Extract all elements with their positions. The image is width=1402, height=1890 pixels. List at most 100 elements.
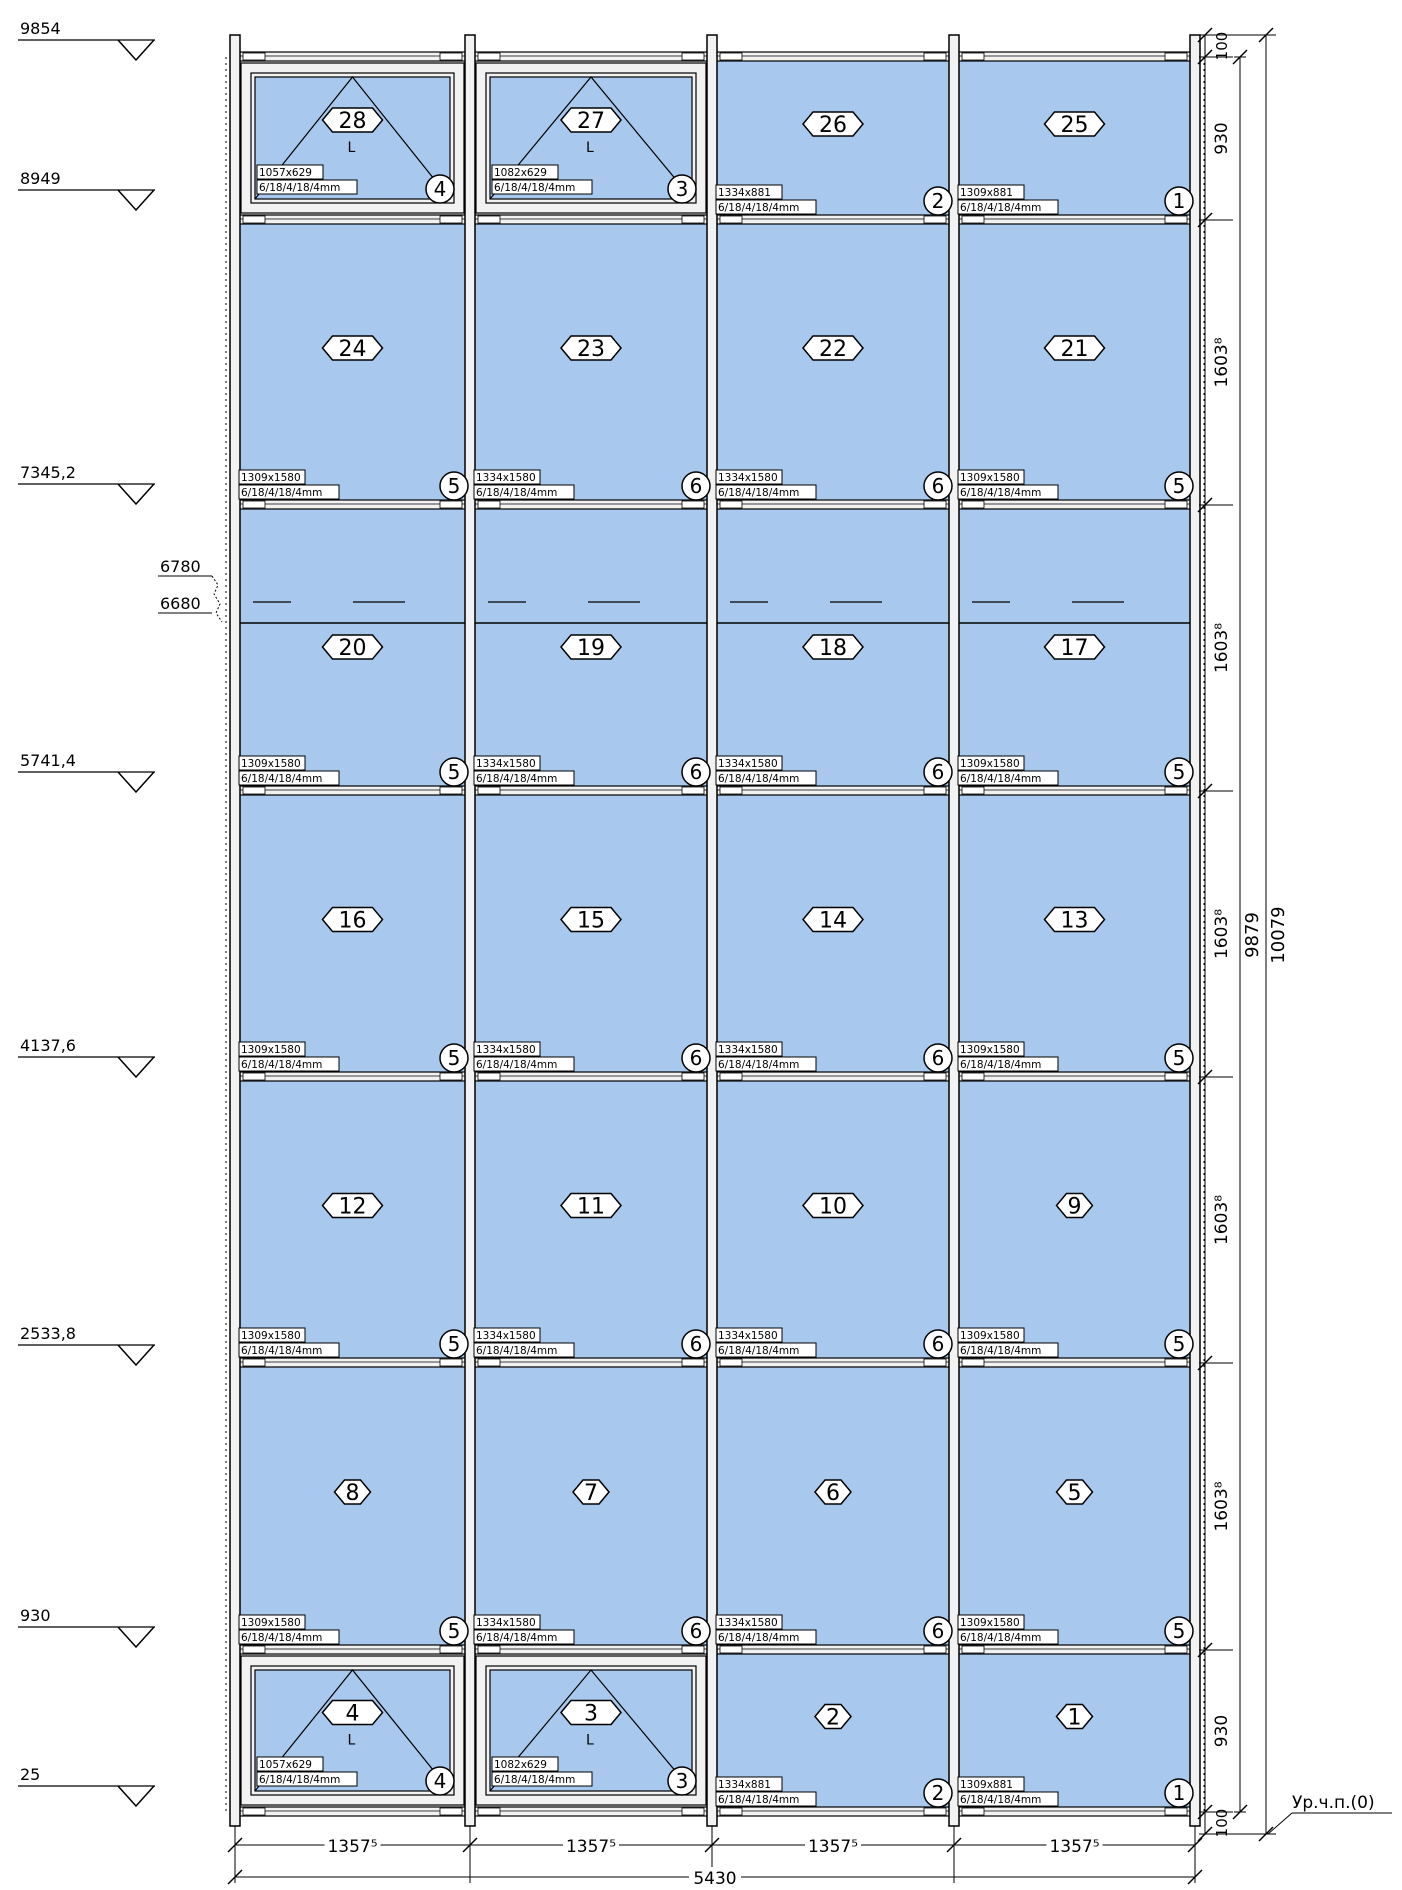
- pane-spec: 6/18/4/18/4mm: [476, 1632, 557, 1644]
- type-circle: [667, 1766, 697, 1796]
- sash-frame-inner: [475, 1655, 707, 1806]
- glass-pane: [236, 1078, 469, 1361]
- frame-layer: [225, 34, 1205, 1827]
- pane-size: 1334x1580: [476, 472, 536, 484]
- spec-box: [238, 484, 340, 500]
- pane-number-hexagon: [321, 1192, 384, 1219]
- type-circle: [681, 471, 711, 501]
- transom-bracket: [681, 52, 705, 61]
- type-circle: [439, 471, 469, 501]
- pane-number: 23: [577, 337, 605, 362]
- transom-bracket: [477, 52, 501, 61]
- pane-size: 1309x1580: [241, 758, 301, 770]
- pane-spec: 6/18/4/18/4mm: [476, 1059, 557, 1071]
- type-number: 5: [1173, 760, 1186, 784]
- dimension-label: 10079: [1268, 906, 1289, 963]
- level-label: 5741,4: [20, 751, 76, 770]
- pane-number-hexagon: [321, 1699, 384, 1726]
- pane-spec: 6/18/4/18/4mm: [960, 1345, 1041, 1357]
- transom-bracket: [1164, 52, 1188, 61]
- glass-pane: [955, 792, 1194, 1075]
- sash-frame-inner: [475, 62, 707, 214]
- glass-pane: [713, 1364, 953, 1648]
- pane-spec: 6/18/4/18/4mm: [718, 773, 799, 785]
- pane-number-hexagon: [321, 906, 384, 933]
- transom-bracket: [681, 1645, 705, 1654]
- size-box: [473, 1614, 541, 1630]
- ground-level-label: Ур.ч.п.(0): [1292, 1793, 1375, 1813]
- pane-size: 1309x881: [960, 187, 1013, 199]
- dimension-label: 1603⁸: [1212, 1481, 1232, 1531]
- type-circle: [923, 1043, 953, 1073]
- transom-bracket: [439, 1358, 463, 1367]
- level-triangle: [117, 189, 155, 212]
- spec-box: [238, 1342, 340, 1358]
- level-label: 2533,8: [20, 1324, 76, 1343]
- transom-bracket: [681, 1807, 705, 1816]
- pane-spec: 6/18/4/18/4mm: [718, 1059, 799, 1071]
- pane-number-hexagon: [1043, 634, 1106, 660]
- pane-spec: 6/18/4/18/4mm: [476, 773, 557, 785]
- glass-pane: [471, 1364, 711, 1648]
- pane-number-hexagon: [814, 1479, 852, 1505]
- transom-bracket: [923, 786, 947, 795]
- transom-bracket: [242, 215, 266, 224]
- transom-bracket: [961, 1358, 985, 1367]
- dimension-label: 5430: [693, 1869, 736, 1889]
- pane-number-hexagon: [560, 634, 622, 660]
- dimension-label: 100: [1213, 1809, 1231, 1838]
- transom-bracket: [439, 786, 463, 795]
- size-box: [715, 184, 783, 200]
- transom-bracket: [961, 1645, 985, 1654]
- transom-bracket: [477, 1358, 501, 1367]
- spec-box: [715, 1342, 817, 1358]
- transom-bracket: [439, 500, 463, 509]
- pane-spec: 6/18/4/18/4mm: [241, 1345, 322, 1357]
- type-circle: [439, 757, 469, 787]
- spec-box: [957, 770, 1059, 786]
- type-number: 5: [448, 1046, 461, 1070]
- type-circle: [923, 471, 953, 501]
- transom-bracket: [923, 215, 947, 224]
- level-label: 930: [20, 1606, 51, 1625]
- pane-number-hexagon: [1043, 111, 1106, 137]
- type-number: 6: [690, 760, 703, 784]
- transom-bracket: [1164, 1807, 1188, 1816]
- pane-spec: 6/18/4/18/4mm: [718, 487, 799, 499]
- pane-number-hexagon: [1043, 335, 1106, 361]
- spec-box: [715, 484, 817, 500]
- dimension-tick: [1187, 1837, 1203, 1853]
- size-box: [715, 1041, 783, 1057]
- transom-bracket: [242, 52, 266, 61]
- type-number: 4: [434, 1769, 447, 1793]
- type-circle: [681, 1043, 711, 1073]
- pane-number: 28: [339, 109, 367, 134]
- spec-box: [957, 199, 1059, 215]
- pane-spec: 6/18/4/18/4mm: [259, 1774, 340, 1786]
- size-box: [238, 469, 306, 485]
- pane-number: 15: [577, 909, 605, 934]
- size-box: [715, 755, 783, 771]
- transom-bracket: [439, 1807, 463, 1816]
- level-triangle: [117, 483, 155, 506]
- level-triangle: [117, 39, 155, 62]
- type-circle: [439, 1329, 469, 1359]
- glass-pane: [713, 792, 953, 1075]
- pane-size: 1309x1580: [960, 1044, 1020, 1056]
- pane-number: 20: [339, 636, 367, 661]
- pane-size: 1057x629: [259, 167, 312, 179]
- type-number: 5: [1173, 1619, 1186, 1643]
- type-number: 5: [448, 474, 461, 498]
- pane-number-hexagon: [1055, 1479, 1094, 1505]
- type-number: 6: [690, 1046, 703, 1070]
- mullion: [229, 34, 241, 1827]
- level-triangle: [117, 1626, 155, 1649]
- pane-size: 1309x1580: [960, 758, 1020, 770]
- pane-number: 16: [339, 909, 367, 934]
- dimension-label: 1357⁵: [566, 1837, 616, 1857]
- pane-size: 1309x1580: [241, 1330, 301, 1342]
- pane-spec: 6/18/4/18/4mm: [241, 773, 322, 785]
- transom-bracket: [1164, 1358, 1188, 1367]
- type-number: 5: [448, 1619, 461, 1643]
- transom-bracket: [923, 1807, 947, 1816]
